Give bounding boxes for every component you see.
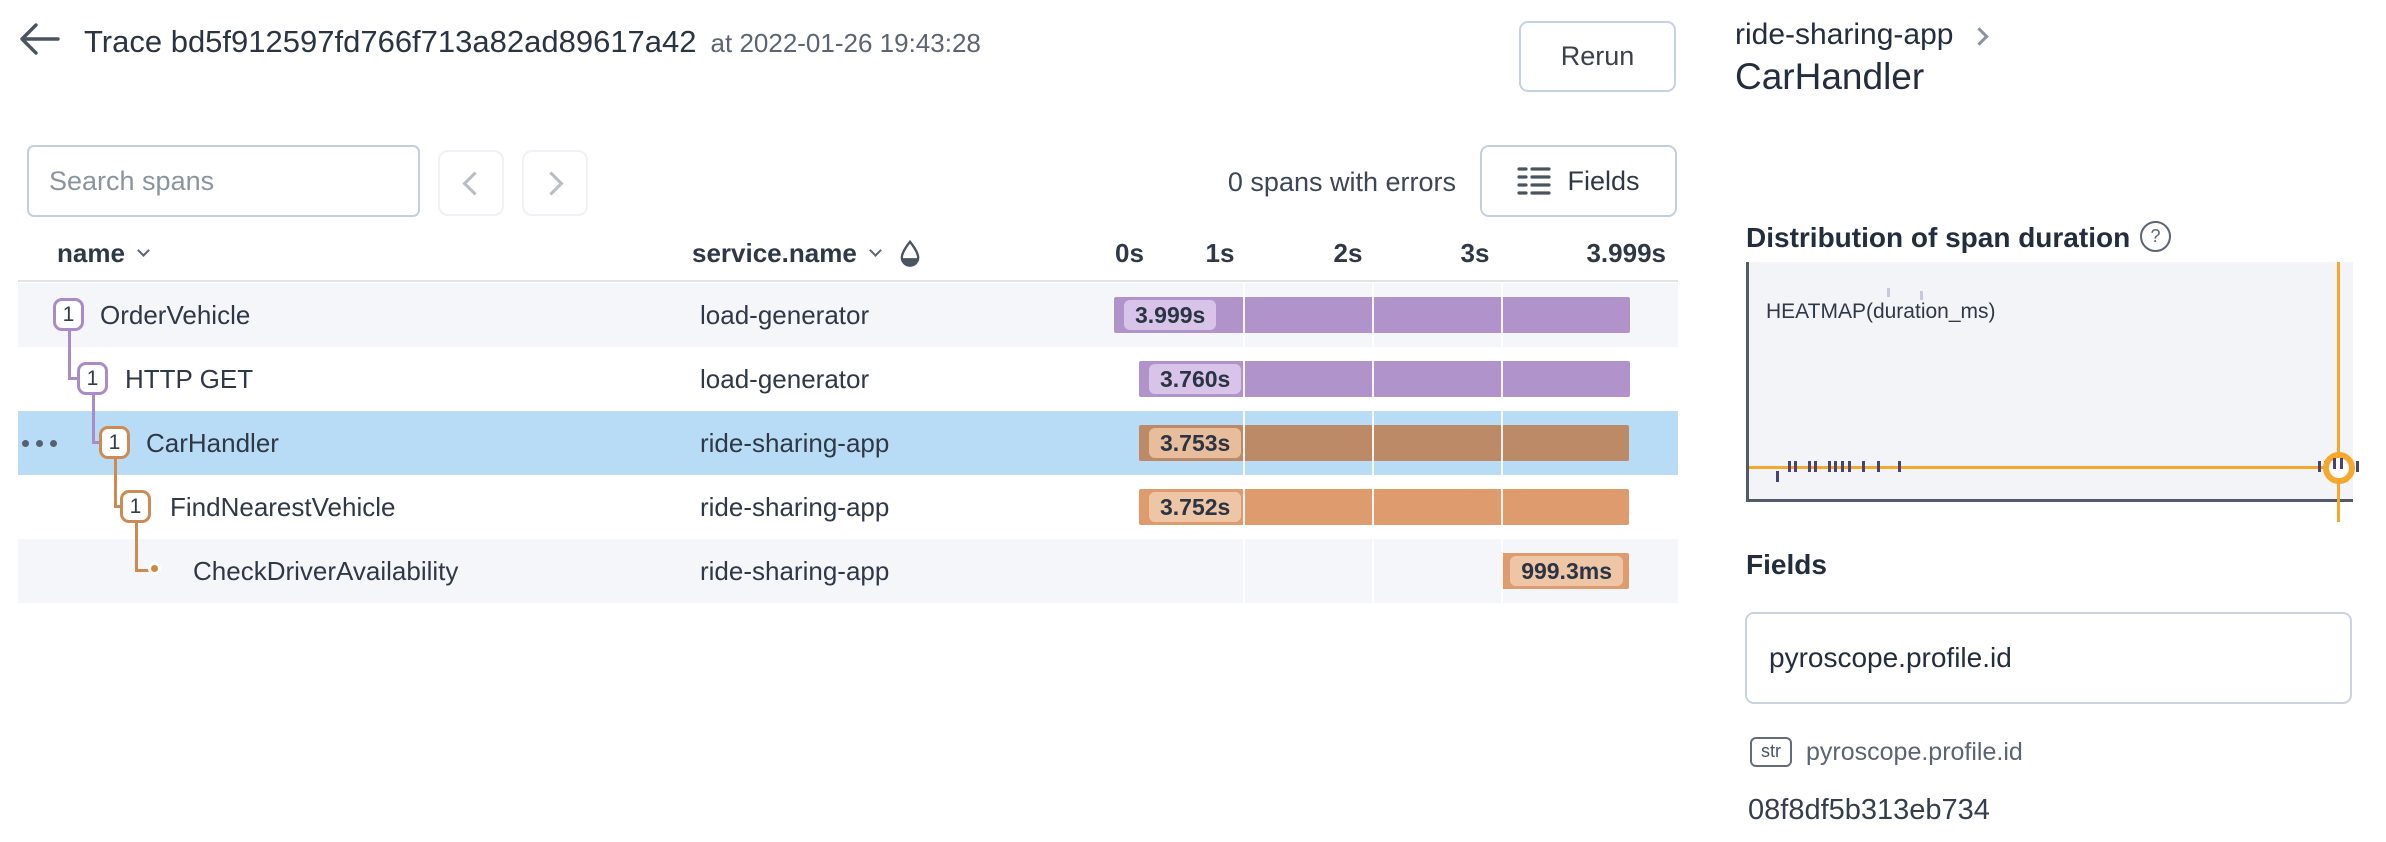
breadcrumb-service[interactable]: ride-sharing-app <box>1735 18 1954 51</box>
axis-tick: 3s <box>1460 238 1490 268</box>
service-name: ride-sharing-app <box>700 491 890 522</box>
breadcrumb: ride-sharing-app <box>1735 18 1990 52</box>
selected-span-title: CarHandler <box>1735 56 1925 97</box>
fields-filter-input[interactable] <box>1745 612 2352 704</box>
span-children-badge[interactable]: 1 <box>99 426 130 459</box>
search-input[interactable] <box>27 145 420 217</box>
chevron-left-icon <box>462 170 487 196</box>
duration-label: 3.999s <box>1124 300 1217 330</box>
field-value: 08f8df5b313eb734 <box>1748 794 1990 826</box>
duration-label: 3.760s <box>1149 364 1242 394</box>
selected-span-marker[interactable] <box>2323 452 2355 484</box>
duration-bar[interactable]: 3.753s <box>1139 425 1629 461</box>
divider <box>18 280 1678 282</box>
span-name: CheckDriverAvailability <box>193 555 459 586</box>
row-actions-menu[interactable] <box>22 411 57 475</box>
field-type-badge: str <box>1750 737 1792 767</box>
duration-heatmap-chart[interactable]: HEATMAP(duration_ms) <box>1746 262 2359 522</box>
name-column-label: name <box>57 238 125 268</box>
fields-button[interactable]: Fields <box>1480 145 1677 217</box>
axis-tick: 0s <box>1115 238 1144 268</box>
fields-list-icon <box>1517 167 1552 195</box>
span-children-badge[interactable]: 1 <box>77 362 108 395</box>
distribution-title: Distribution of span duration <box>1746 222 2131 253</box>
field-name: pyroscope.profile.id <box>1806 737 2023 766</box>
duration-label: 3.752s <box>1149 492 1242 522</box>
duration-bar[interactable]: 3.752s <box>1139 489 1629 525</box>
duration-bar[interactable]: 3.760s <box>1139 361 1630 397</box>
back-button[interactable] <box>16 18 62 62</box>
duration-label: 3.753s <box>1149 428 1242 458</box>
table-row[interactable]: 1 FindNearestVehicle ride-sharing-app 3.… <box>18 475 1678 539</box>
page-title: Trace bd5f912597fd766f713a82ad89617a42 a… <box>84 24 981 60</box>
trace-id-title: Trace bd5f912597fd766f713a82ad89617a42 <box>84 24 697 59</box>
duration-bar[interactable]: 999.3ms <box>1501 553 1629 589</box>
trace-timestamp: at 2022-01-26 19:43:28 <box>710 28 981 58</box>
service-column-label: service.name <box>692 238 857 268</box>
table-row[interactable]: 1 OrderVehicle load-generator 3.999s <box>18 283 1678 347</box>
table-row[interactable]: 1 HTTP GET load-generator 3.760s <box>18 347 1678 411</box>
duration-label: 999.3ms <box>1510 556 1623 586</box>
chevron-down-icon <box>868 244 882 257</box>
back-arrow-icon <box>20 22 60 55</box>
chevron-down-icon <box>137 244 150 257</box>
leaf-span-dot-icon <box>148 562 161 575</box>
service-name: ride-sharing-app <box>700 427 890 458</box>
fields-section-title: Fields <box>1746 549 1827 580</box>
help-icon[interactable]: ? <box>2140 221 2171 252</box>
span-children-badge[interactable]: 1 <box>120 490 151 523</box>
table-row[interactable]: CheckDriverAvailability ride-sharing-app… <box>18 539 1678 603</box>
span-name: OrderVehicle <box>100 299 251 330</box>
field-entry[interactable]: str pyroscope.profile.id <box>1750 737 2023 767</box>
service-name: load-generator <box>700 299 870 330</box>
selected-duration-line <box>2337 262 2340 522</box>
color-drop-icon[interactable] <box>898 239 922 268</box>
span-name: FindNearestVehicle <box>170 491 396 522</box>
chevron-right-icon <box>1970 26 1990 46</box>
chevron-right-icon <box>539 170 564 196</box>
span-children-badge[interactable]: 1 <box>53 298 84 331</box>
error-span-count: 0 spans with errors <box>1227 167 1456 197</box>
service-name: load-generator <box>700 363 870 394</box>
span-name: HTTP GET <box>125 363 254 394</box>
axis-tick: 3.999s <box>1586 238 1666 268</box>
column-header-service[interactable]: service.name <box>692 238 922 269</box>
span-name: CarHandler <box>146 427 279 458</box>
prev-match-button[interactable] <box>438 150 504 216</box>
heatmap-query-label: HEATMAP(duration_ms) <box>1766 300 1996 323</box>
axis-tick: 2s <box>1333 238 1363 268</box>
column-header-name[interactable]: name <box>57 238 150 269</box>
service-name: ride-sharing-app <box>700 555 890 586</box>
table-row-selected[interactable]: 1 CarHandler ride-sharing-app 3.753s <box>18 411 1678 475</box>
rerun-button[interactable]: Rerun <box>1519 21 1676 92</box>
next-match-button[interactable] <box>522 150 588 216</box>
heatmap-baseline <box>1749 466 2353 469</box>
axis-tick: 1s <box>1205 238 1235 268</box>
fields-button-label: Fields <box>1567 165 1640 196</box>
